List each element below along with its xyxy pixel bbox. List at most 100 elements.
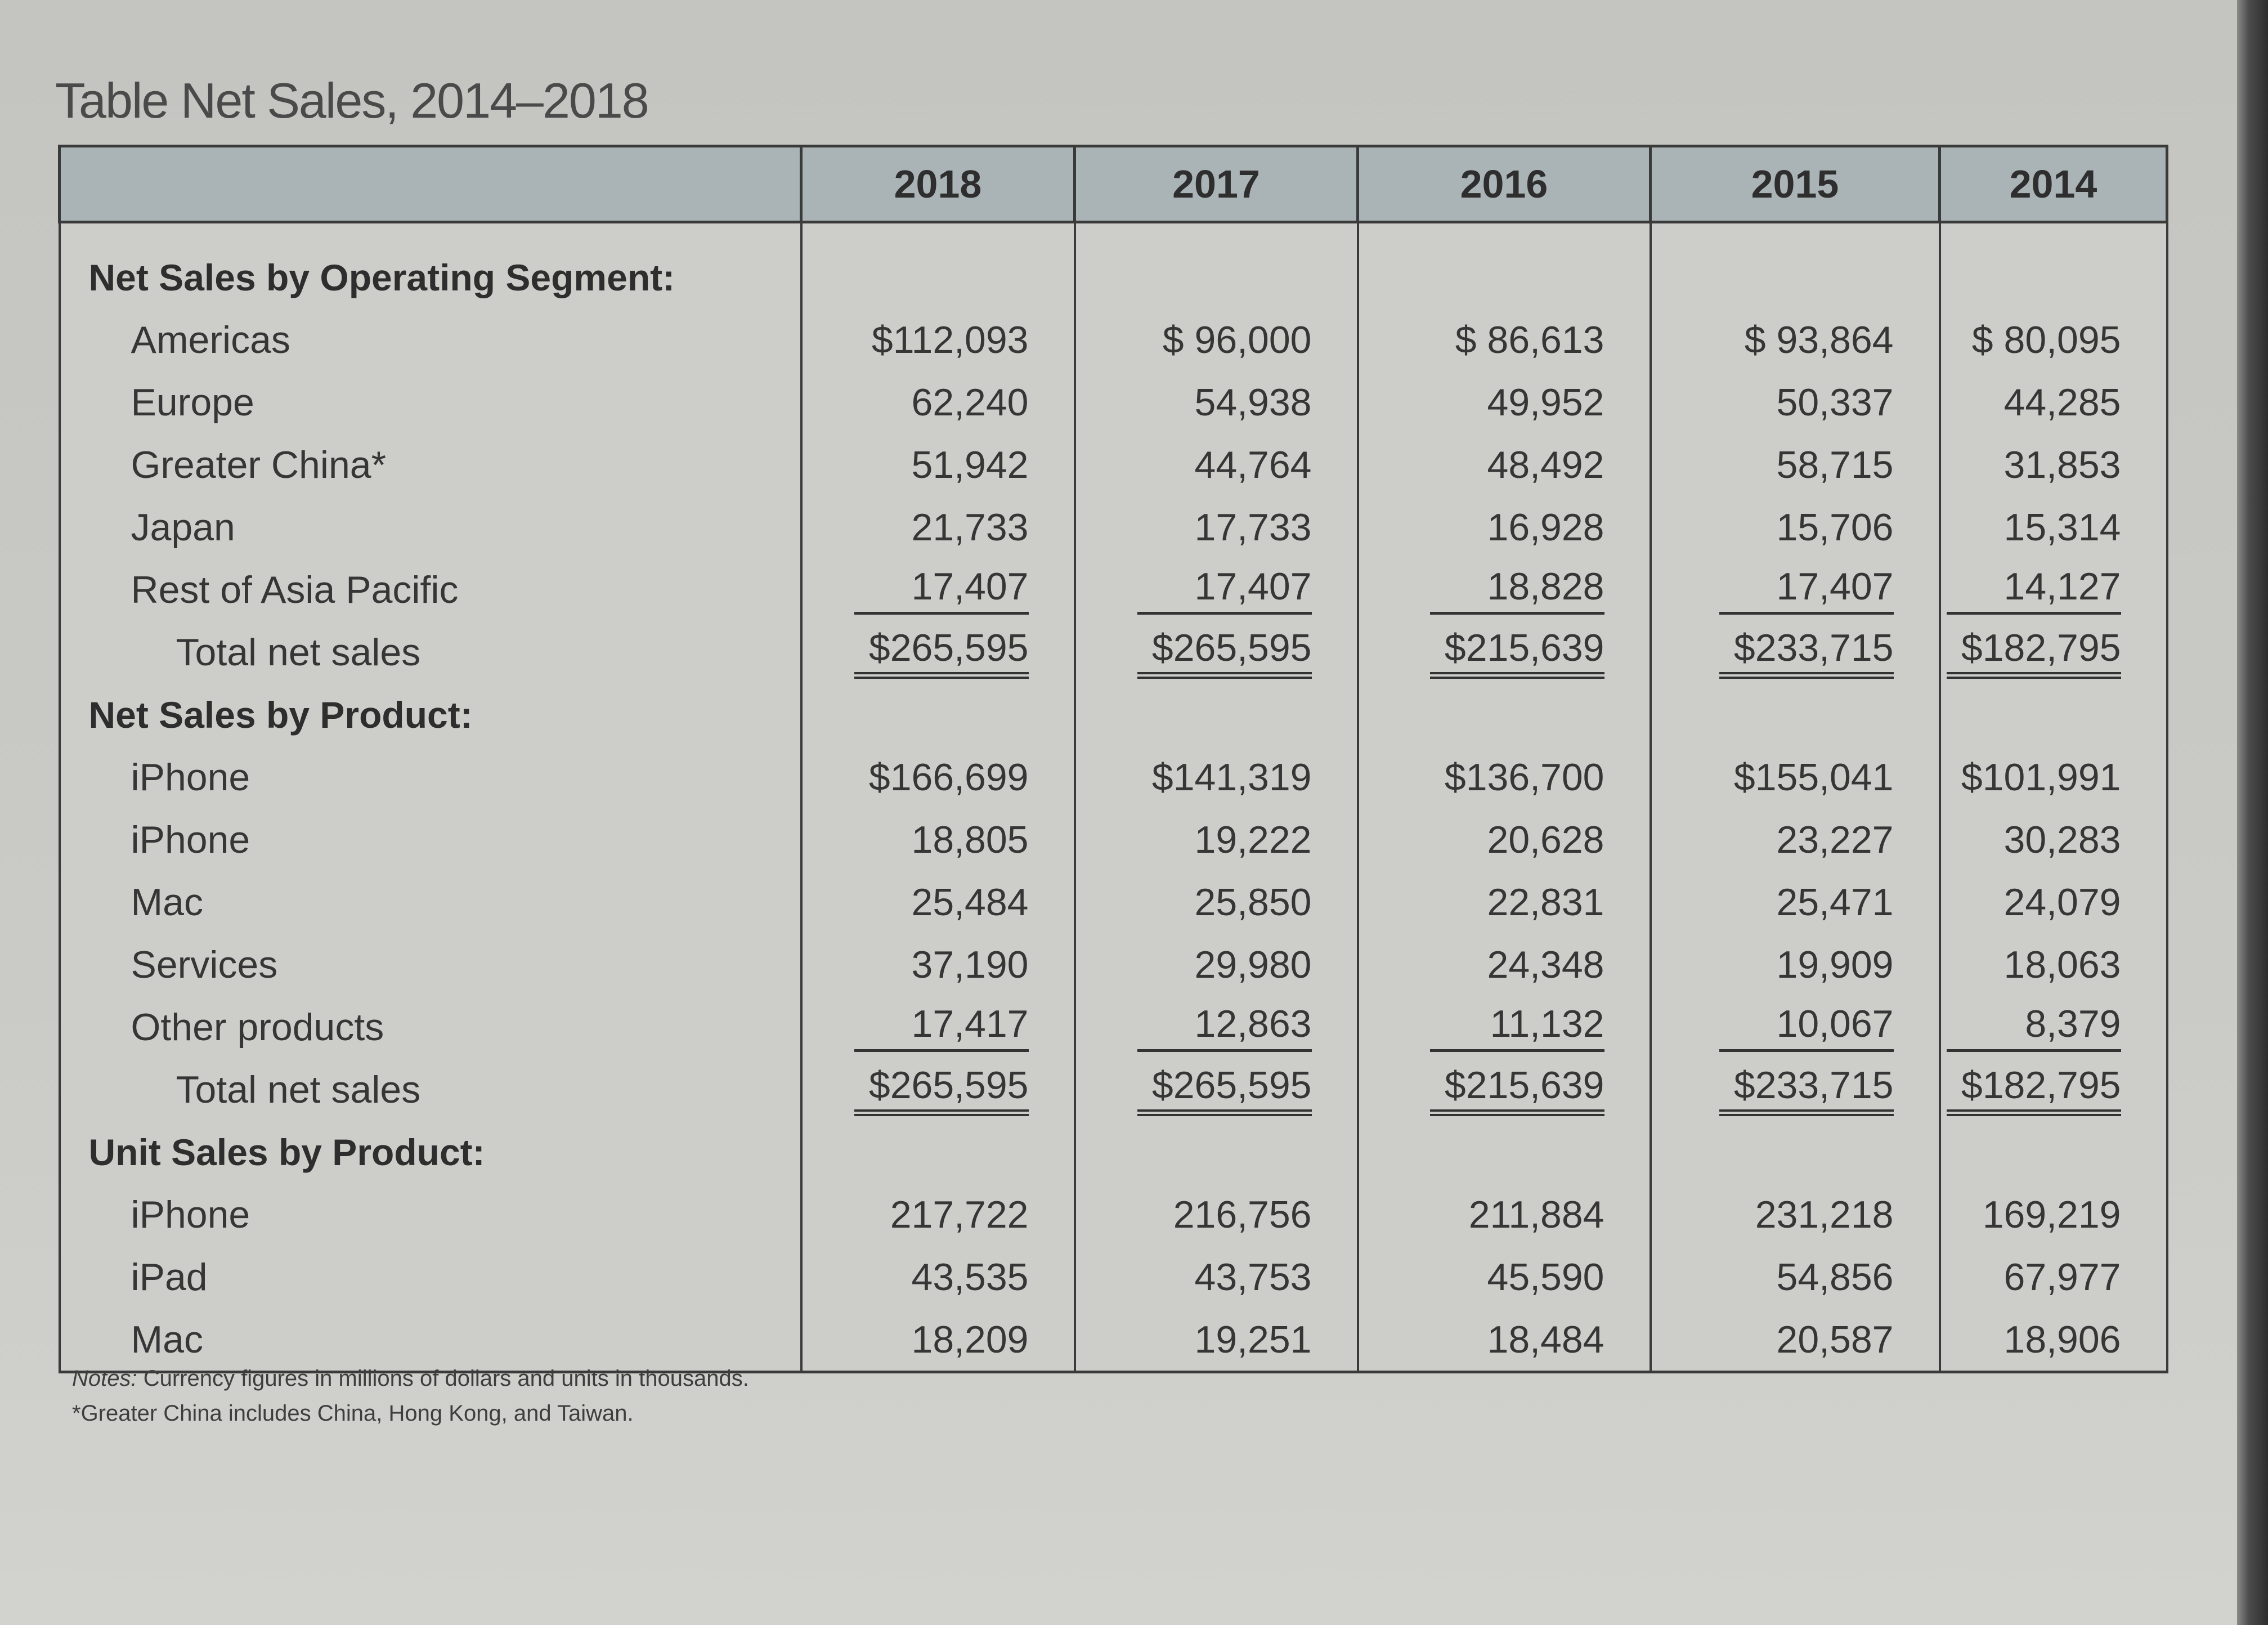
cell-value: 169,219 <box>1982 1193 2121 1236</box>
section-title: Net Sales by Product: <box>58 683 803 746</box>
row-label: iPhone <box>58 746 803 808</box>
row-label: Rest of Asia Pacific <box>58 558 803 621</box>
cell-value: 44,285 <box>2003 380 2121 424</box>
value-cell-2018: $265,595 <box>800 1058 1076 1121</box>
section-title: Unit Sales by Product: <box>58 1121 803 1183</box>
value-cell-2015: 50,337 <box>1649 371 1941 433</box>
footnote: *Greater China includes China, Hong Kong… <box>72 1401 634 1426</box>
cell-value: 18,209 <box>911 1318 1029 1361</box>
net-sales-table: 2018 2017 2016 2015 2014 Net Sales by Op… <box>58 145 2168 1373</box>
cell-value: $265,595 <box>1137 626 1312 679</box>
row-label: Total net sales <box>58 1058 803 1121</box>
value-cell-2016: 18,828 <box>1356 558 1652 621</box>
value-cell-2014: 44,285 <box>1938 371 2168 433</box>
row-label: Services <box>58 933 803 996</box>
table-row: Other products 17,417 12,863 11,132 10,067 8,… <box>58 996 2168 1058</box>
value-cell-2014: 31,853 <box>1938 433 2168 496</box>
value-cell-2018: 21,733 <box>800 496 1076 558</box>
table-row: Mac 18,209 19,251 18,484 20,587 18,906 <box>58 1308 2168 1373</box>
cell-value: 54,938 <box>1194 380 1312 424</box>
value-cell-2018: 43,535 <box>800 1246 1076 1308</box>
value-cell-2018: 217,722 <box>800 1183 1076 1246</box>
cell-value: $182,795 <box>1946 1063 2121 1116</box>
cell-value: 18,484 <box>1487 1318 1604 1361</box>
row-label: Americas <box>58 308 803 371</box>
value-cell-2014: $182,795 <box>1938 1058 2168 1121</box>
cell-value: 17,417 <box>854 1002 1029 1052</box>
cell-value: 8,379 <box>1946 1002 2121 1052</box>
table-row: iPhone $166,699 $141,319 $136,700 $155,041 $1… <box>58 746 2168 808</box>
cell-value: $265,595 <box>854 626 1029 679</box>
cell-value: 43,535 <box>911 1255 1029 1299</box>
value-cell-2014: 18,063 <box>1938 933 2168 996</box>
value-cell-2015: 58,715 <box>1649 433 1941 496</box>
cell-value: $265,595 <box>1137 1063 1312 1116</box>
value-cell-2015: 19,909 <box>1649 933 1941 996</box>
value-cell-2018 <box>800 683 1076 746</box>
value-cell-2018: $265,595 <box>800 621 1076 683</box>
cell-value: $141,319 <box>1151 755 1312 799</box>
value-cell-2015: 25,471 <box>1649 871 1941 933</box>
value-cell-2015: 54,856 <box>1649 1246 1941 1308</box>
cell-value: $ 86,613 <box>1455 318 1604 361</box>
value-cell-2017: 25,850 <box>1073 871 1359 933</box>
cell-value: 11,132 <box>1429 1002 1604 1052</box>
cell-value: 22,831 <box>1487 880 1604 924</box>
cell-value: $166,699 <box>868 755 1029 799</box>
value-cell-2018: 17,417 <box>800 996 1076 1058</box>
value-cell-2016: 24,348 <box>1356 933 1652 996</box>
cell-value: 51,942 <box>911 443 1029 486</box>
row-label: Mac <box>58 1308 803 1373</box>
cell-value: $233,715 <box>1719 1063 1894 1116</box>
value-cell-2015: $155,041 <box>1649 746 1941 808</box>
value-cell-2016: $136,700 <box>1356 746 1652 808</box>
row-label: iPhone <box>58 1183 803 1246</box>
header-row: 2018 2017 2016 2015 2014 <box>58 145 2168 223</box>
value-cell-2014: $ 80,095 <box>1938 308 2168 371</box>
page-edge-shadow <box>2237 0 2268 1625</box>
cell-value: 37,190 <box>911 943 1029 986</box>
row-label: Total net sales <box>58 621 803 683</box>
section-header-row: Net Sales by Operating Segment: <box>58 222 2168 308</box>
cell-value: 15,314 <box>2003 505 2121 549</box>
value-cell-2017: 54,938 <box>1073 371 1359 433</box>
cell-value: $136,700 <box>1444 755 1604 799</box>
cell-value: 31,853 <box>2003 443 2121 486</box>
value-cell-2017 <box>1073 1121 1359 1183</box>
table-row: Services 37,190 29,980 24,348 19,909 18,063 <box>58 933 2168 996</box>
cell-value: 67,977 <box>2003 1255 2121 1299</box>
cell-value: $265,595 <box>854 1063 1029 1116</box>
value-cell-2017 <box>1073 222 1359 308</box>
value-cell-2017: 12,863 <box>1073 996 1359 1058</box>
table-row: Mac 25,484 25,850 22,831 25,471 24,079 <box>58 871 2168 933</box>
section-header-row: Net Sales by Product: <box>58 683 2168 746</box>
value-cell-2014: 24,079 <box>1938 871 2168 933</box>
value-cell-2017 <box>1073 683 1359 746</box>
total-row: Total net sales $265,595 $265,595 $215,639 $… <box>58 621 2168 683</box>
cell-value: 20,587 <box>1776 1318 1894 1361</box>
cell-value: 58,715 <box>1776 443 1894 486</box>
cell-value: 18,063 <box>2003 943 2121 986</box>
table-title: Table Net Sales, 2014–2018 <box>55 73 649 128</box>
cell-value: $215,639 <box>1429 1063 1604 1116</box>
table-notes: Notes: Currency figures in millions of d… <box>72 1361 749 1431</box>
value-cell-2017: 19,222 <box>1073 808 1359 871</box>
value-cell-2018: 17,407 <box>800 558 1076 621</box>
cell-value: 18,906 <box>2003 1318 2121 1361</box>
cell-value: $215,639 <box>1429 626 1604 679</box>
value-cell-2016: $215,639 <box>1356 621 1652 683</box>
table-row: Rest of Asia Pacific 17,407 17,407 18,828 17… <box>58 558 2168 621</box>
column-header-2015: 2015 <box>1649 145 1941 223</box>
section-header-row: Unit Sales by Product: <box>58 1121 2168 1183</box>
value-cell-2014 <box>1938 683 2168 746</box>
cell-value: 25,850 <box>1194 880 1312 924</box>
value-cell-2015: 10,067 <box>1649 996 1941 1058</box>
cell-value: 49,952 <box>1487 380 1604 424</box>
table-row: iPhone 18,805 19,222 20,628 23,227 30,283 <box>58 808 2168 871</box>
value-cell-2017: 19,251 <box>1073 1308 1359 1373</box>
value-cell-2017: 17,407 <box>1073 558 1359 621</box>
value-cell-2016: 211,884 <box>1356 1183 1652 1246</box>
table-row: Greater China* 51,942 44,764 48,492 58,715 31… <box>58 433 2168 496</box>
section-title: Net Sales by Operating Segment: <box>58 222 803 308</box>
table-row: iPad 43,535 43,753 45,590 54,856 67,977 <box>58 1246 2168 1308</box>
